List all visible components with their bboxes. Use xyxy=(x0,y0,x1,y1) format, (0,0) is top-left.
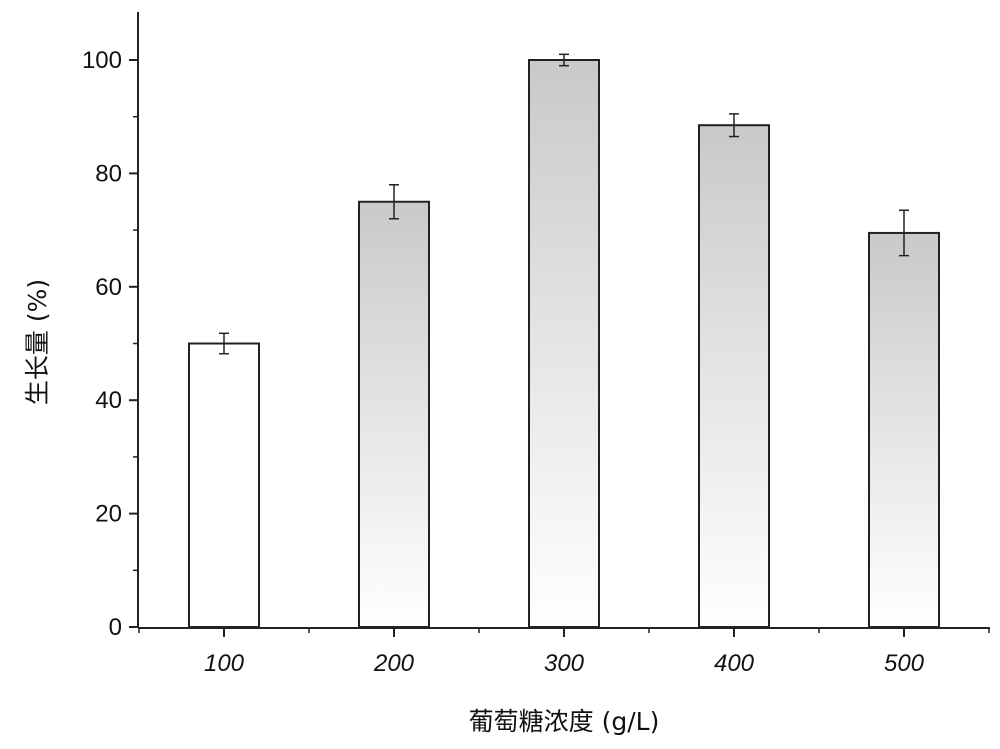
error-bar-200 xyxy=(389,183,399,220)
y-tick-label: 20 xyxy=(95,501,122,528)
x-tick-label: 100 xyxy=(204,650,245,677)
y-tick-label: 100 xyxy=(82,47,122,74)
x-axis-ticks: 100 200 300 400 500 xyxy=(138,628,990,677)
error-bar-500 xyxy=(899,209,909,257)
bars xyxy=(188,59,940,629)
error-bar-100 xyxy=(219,332,229,355)
x-tick-label: 300 xyxy=(544,650,585,677)
y-tick-label: 40 xyxy=(95,387,122,414)
x-tick-label: 500 xyxy=(884,650,925,677)
y-tick-label: 60 xyxy=(95,274,122,301)
bar-300 xyxy=(528,59,600,628)
x-axis-title: 葡萄糖浓度 (g/L) xyxy=(469,707,660,736)
bar-400 xyxy=(698,124,770,629)
error-bar-300 xyxy=(559,53,569,67)
error-bars xyxy=(219,53,909,355)
error-bar-400 xyxy=(729,113,739,138)
x-tick-label: 200 xyxy=(373,650,415,677)
bar-200 xyxy=(358,200,430,628)
bar-500 xyxy=(868,231,940,628)
bar-100 xyxy=(188,342,260,628)
y-tick-label: 0 xyxy=(109,614,122,641)
y-axis-title: 生长量 (%) xyxy=(23,279,52,405)
y-tick-label: 80 xyxy=(95,160,122,187)
x-tick-label: 400 xyxy=(714,650,755,677)
y-axis-ticks: 0 20 40 60 80 100 xyxy=(82,47,138,641)
